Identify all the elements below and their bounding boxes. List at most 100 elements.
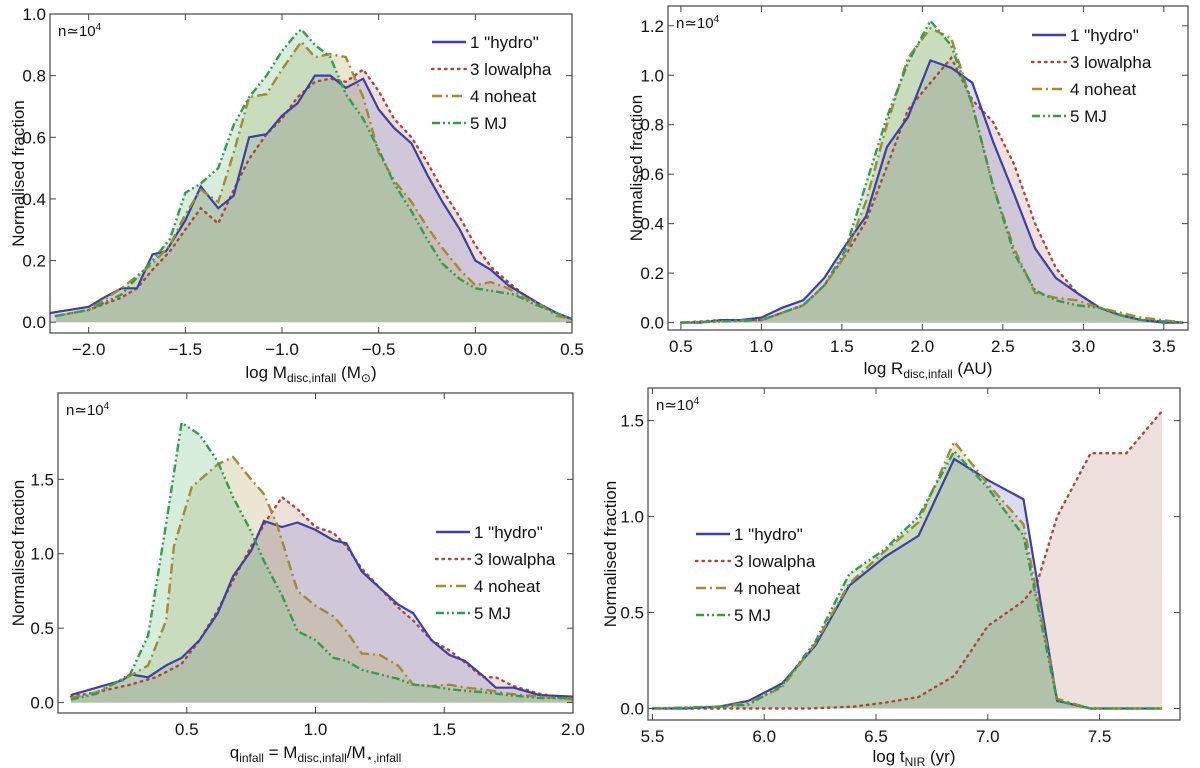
line-mj: [652, 449, 1163, 710]
x-tick-label: 1.5: [830, 337, 854, 356]
x-tick-label: 1.5: [432, 720, 456, 739]
x-label-subscript: disc,infall: [903, 367, 952, 381]
legend: 1 "hydro" 3 lowalpha 4 noheat 5 MJ: [1030, 26, 1152, 126]
line-noheat: [55, 39, 572, 321]
x-tick-label: 7.0: [976, 727, 1000, 746]
legend-label-mj: 5 MJ: [1070, 107, 1107, 126]
x-tick-label: 0.5: [175, 720, 199, 739]
area-hydro: [70, 521, 573, 703]
y-tick-label: 0.6: [640, 165, 664, 184]
area-mj: [70, 422, 573, 703]
x-label-subscript: ⋆,infall: [366, 751, 402, 765]
y-tick-label: 0.0: [620, 699, 644, 718]
x-label-text: q: [230, 743, 239, 762]
legend-label-hydro: 1 "hydro": [1070, 26, 1139, 45]
legend-label-mj: 5 MJ: [734, 606, 771, 625]
x-label-text: log M: [245, 363, 287, 382]
area-mj: [55, 29, 572, 323]
line-lowalpha: [69, 495, 573, 701]
legend-label-hydro: 1 "hydro": [470, 33, 539, 52]
sample-size-annotation: n≃104: [676, 14, 720, 32]
line-hydro: [70, 519, 573, 698]
line-mj: [55, 27, 572, 321]
x-tick-label: 3.5: [1152, 337, 1176, 356]
y-tick-label: 0.5: [30, 619, 54, 638]
line-hydro: [652, 457, 1163, 710]
annotation-base: n≃10: [66, 402, 104, 419]
legend: 1 "hydro" 3 lowalpha 4 noheat 5 MJ: [434, 523, 556, 623]
line-lowalpha: [54, 67, 572, 321]
x-axis-label: log Rdisc,infall​ (AU): [864, 359, 993, 381]
y-tick-label: 0.2: [22, 252, 46, 271]
annotation-base: n≃10: [58, 23, 96, 40]
line-lowalpha: [651, 409, 1164, 710]
y-tick-label: 1.5: [620, 412, 644, 431]
y-tick-label: 0.4: [22, 190, 46, 209]
y-tick-label: 1.0: [22, 5, 46, 24]
legend-label-mj: 5 MJ: [470, 114, 507, 133]
legend-label-noheat: 4 noheat: [474, 577, 540, 596]
x-label-text: (M: [336, 363, 361, 382]
annotation-exponent: 4: [104, 401, 110, 412]
x-label-text: = M: [264, 743, 298, 762]
x-label-text: (yr): [925, 747, 955, 766]
y-axis-label: Normalised fraction: [9, 100, 28, 246]
x-label-subscript: ⊙: [361, 371, 371, 385]
plot-area: [50, 27, 572, 323]
annotation-exponent: 4: [714, 14, 720, 25]
area-lowalpha: [652, 411, 1163, 709]
x-tick-label: −0.5: [362, 340, 396, 359]
x-tick-label: −2.0: [72, 340, 106, 359]
x-axis-label: log Mdisc,infall​ (M⊙​): [245, 363, 376, 385]
y-tick-label: 1.5: [30, 470, 54, 489]
y-tick-label: 0.4: [640, 215, 664, 234]
legend: 1 "hydro" 3 lowalpha 4 noheat 5 MJ: [430, 33, 552, 133]
x-tick-label: 1.0: [304, 720, 328, 739]
y-axis-label: Normalised fraction: [9, 480, 28, 626]
y-axis-label: Normalised fraction: [627, 95, 646, 241]
legend-label-lowalpha: 3 lowalpha: [474, 550, 556, 569]
legend-label-hydro: 1 "hydro": [474, 523, 543, 542]
plot-area: [651, 409, 1164, 710]
x-label-subscript: disc,infall: [287, 371, 336, 385]
x-label-text: /M: [347, 743, 366, 762]
x-label-text: ): [371, 363, 377, 382]
annotation-exponent: 4: [694, 396, 700, 407]
area-hydro: [652, 459, 1163, 709]
x-tick-label: −1.5: [169, 340, 203, 359]
plot-frame: [647, 387, 1181, 721]
area-hydro: [680, 60, 1184, 323]
y-tick-label: 0.8: [640, 116, 664, 135]
legend: 1 "hydro" 3 lowalpha 4 noheat 5 MJ: [694, 525, 816, 625]
line-hydro: [50, 74, 572, 321]
x-label-text: log t: [872, 747, 904, 766]
legend-label-mj: 5 MJ: [474, 604, 511, 623]
line-mj: [70, 420, 573, 701]
y-tick-label: 0.6: [22, 128, 46, 147]
x-axis-label: log tNIR​ (yr): [872, 747, 955, 768]
x-tick-label: 0.0: [464, 340, 488, 359]
legend-label-noheat: 4 noheat: [470, 87, 536, 106]
area-mj: [680, 20, 1184, 323]
area-noheat: [680, 28, 1184, 323]
x-tick-label: 2.5: [991, 337, 1015, 356]
y-tick-label: 0.0: [30, 694, 54, 713]
x-tick-label: 0.5: [669, 337, 693, 356]
legend-label-lowalpha: 3 lowalpha: [1070, 53, 1152, 72]
annotation-base: n≃10: [676, 15, 714, 32]
legend-label-hydro: 1 "hydro": [734, 525, 803, 544]
area-lowalpha: [680, 57, 1184, 323]
x-tick-label: 3.0: [1072, 337, 1096, 356]
y-tick-label: 1.2: [640, 17, 664, 36]
line-noheat: [680, 26, 1184, 324]
area-mj: [652, 451, 1163, 709]
panel-1: −2.0 −1.5 −1.0 −0.5 0.0 0.5 0.0 0.2 0.4 0.6 0.8 1.0…: [9, 5, 584, 385]
x-tick-label: 5.5: [641, 727, 665, 746]
plot-frame: [49, 13, 573, 334]
y-tick-label: 1.0: [30, 545, 54, 564]
sample-size-annotation: n≃104: [656, 396, 700, 414]
x-tick-label: 2.0: [911, 337, 935, 356]
x-label-subscript: NIR: [905, 755, 926, 768]
